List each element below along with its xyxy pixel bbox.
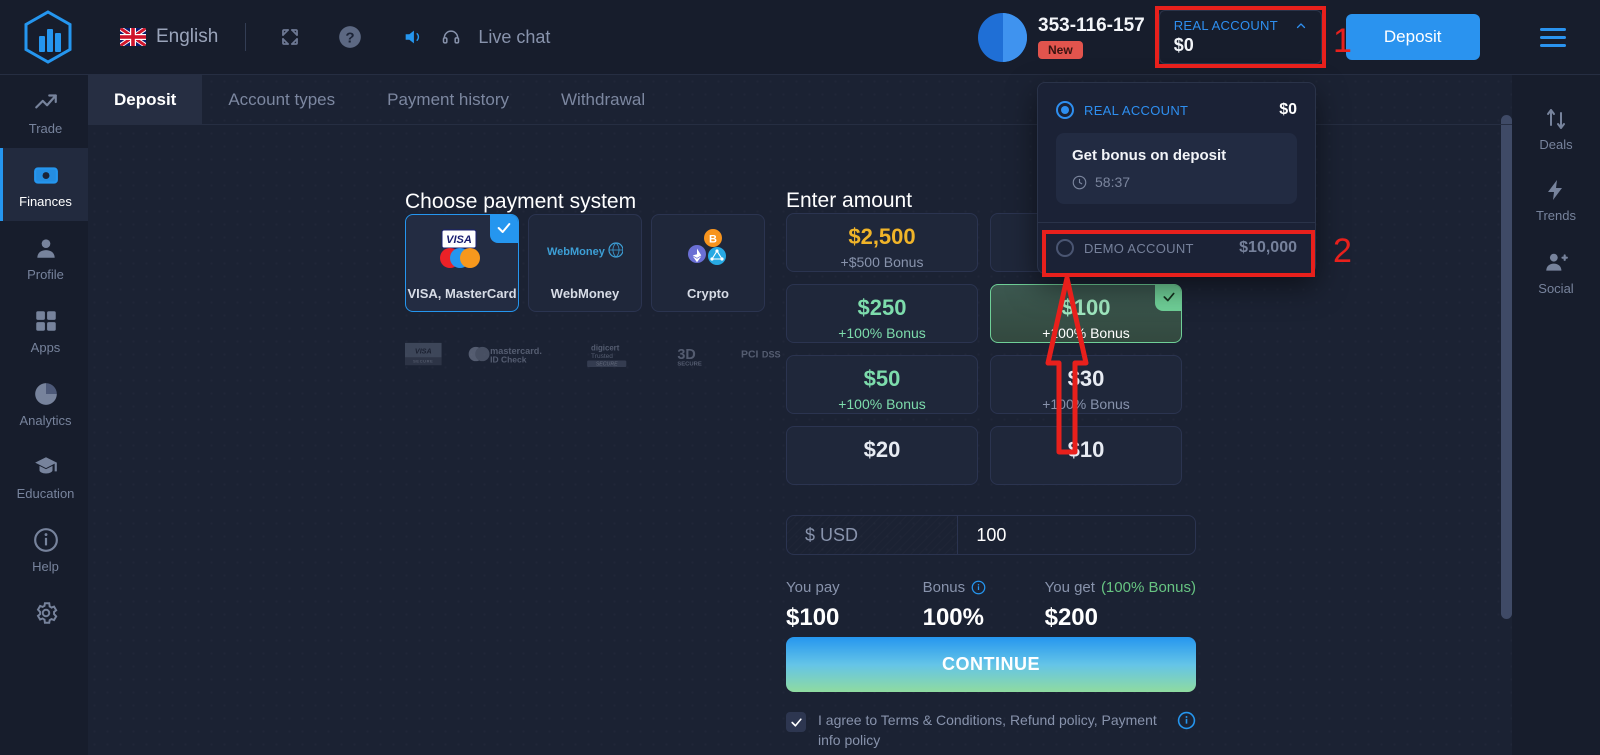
- svg-text:SECURE: SECURE: [596, 362, 618, 368]
- svg-text:SECURE: SECURE: [677, 362, 702, 368]
- svg-text:SECURE: SECURE: [413, 358, 433, 363]
- svg-text:B: B: [709, 233, 717, 245]
- svg-text:?: ?: [346, 29, 355, 46]
- svg-text:PCI: PCI: [741, 349, 758, 360]
- svg-text:WebMoney: WebMoney: [547, 246, 606, 258]
- svg-text:Trusted: Trusted: [591, 353, 613, 360]
- svg-text:DSS: DSS: [762, 349, 781, 359]
- svg-text:digicert: digicert: [591, 344, 620, 353]
- svg-text:VISA: VISA: [415, 347, 432, 355]
- svg-text:ID Check: ID Check: [490, 354, 527, 364]
- svg-text:VISA: VISA: [446, 234, 472, 246]
- svg-text:3D: 3D: [677, 347, 695, 363]
